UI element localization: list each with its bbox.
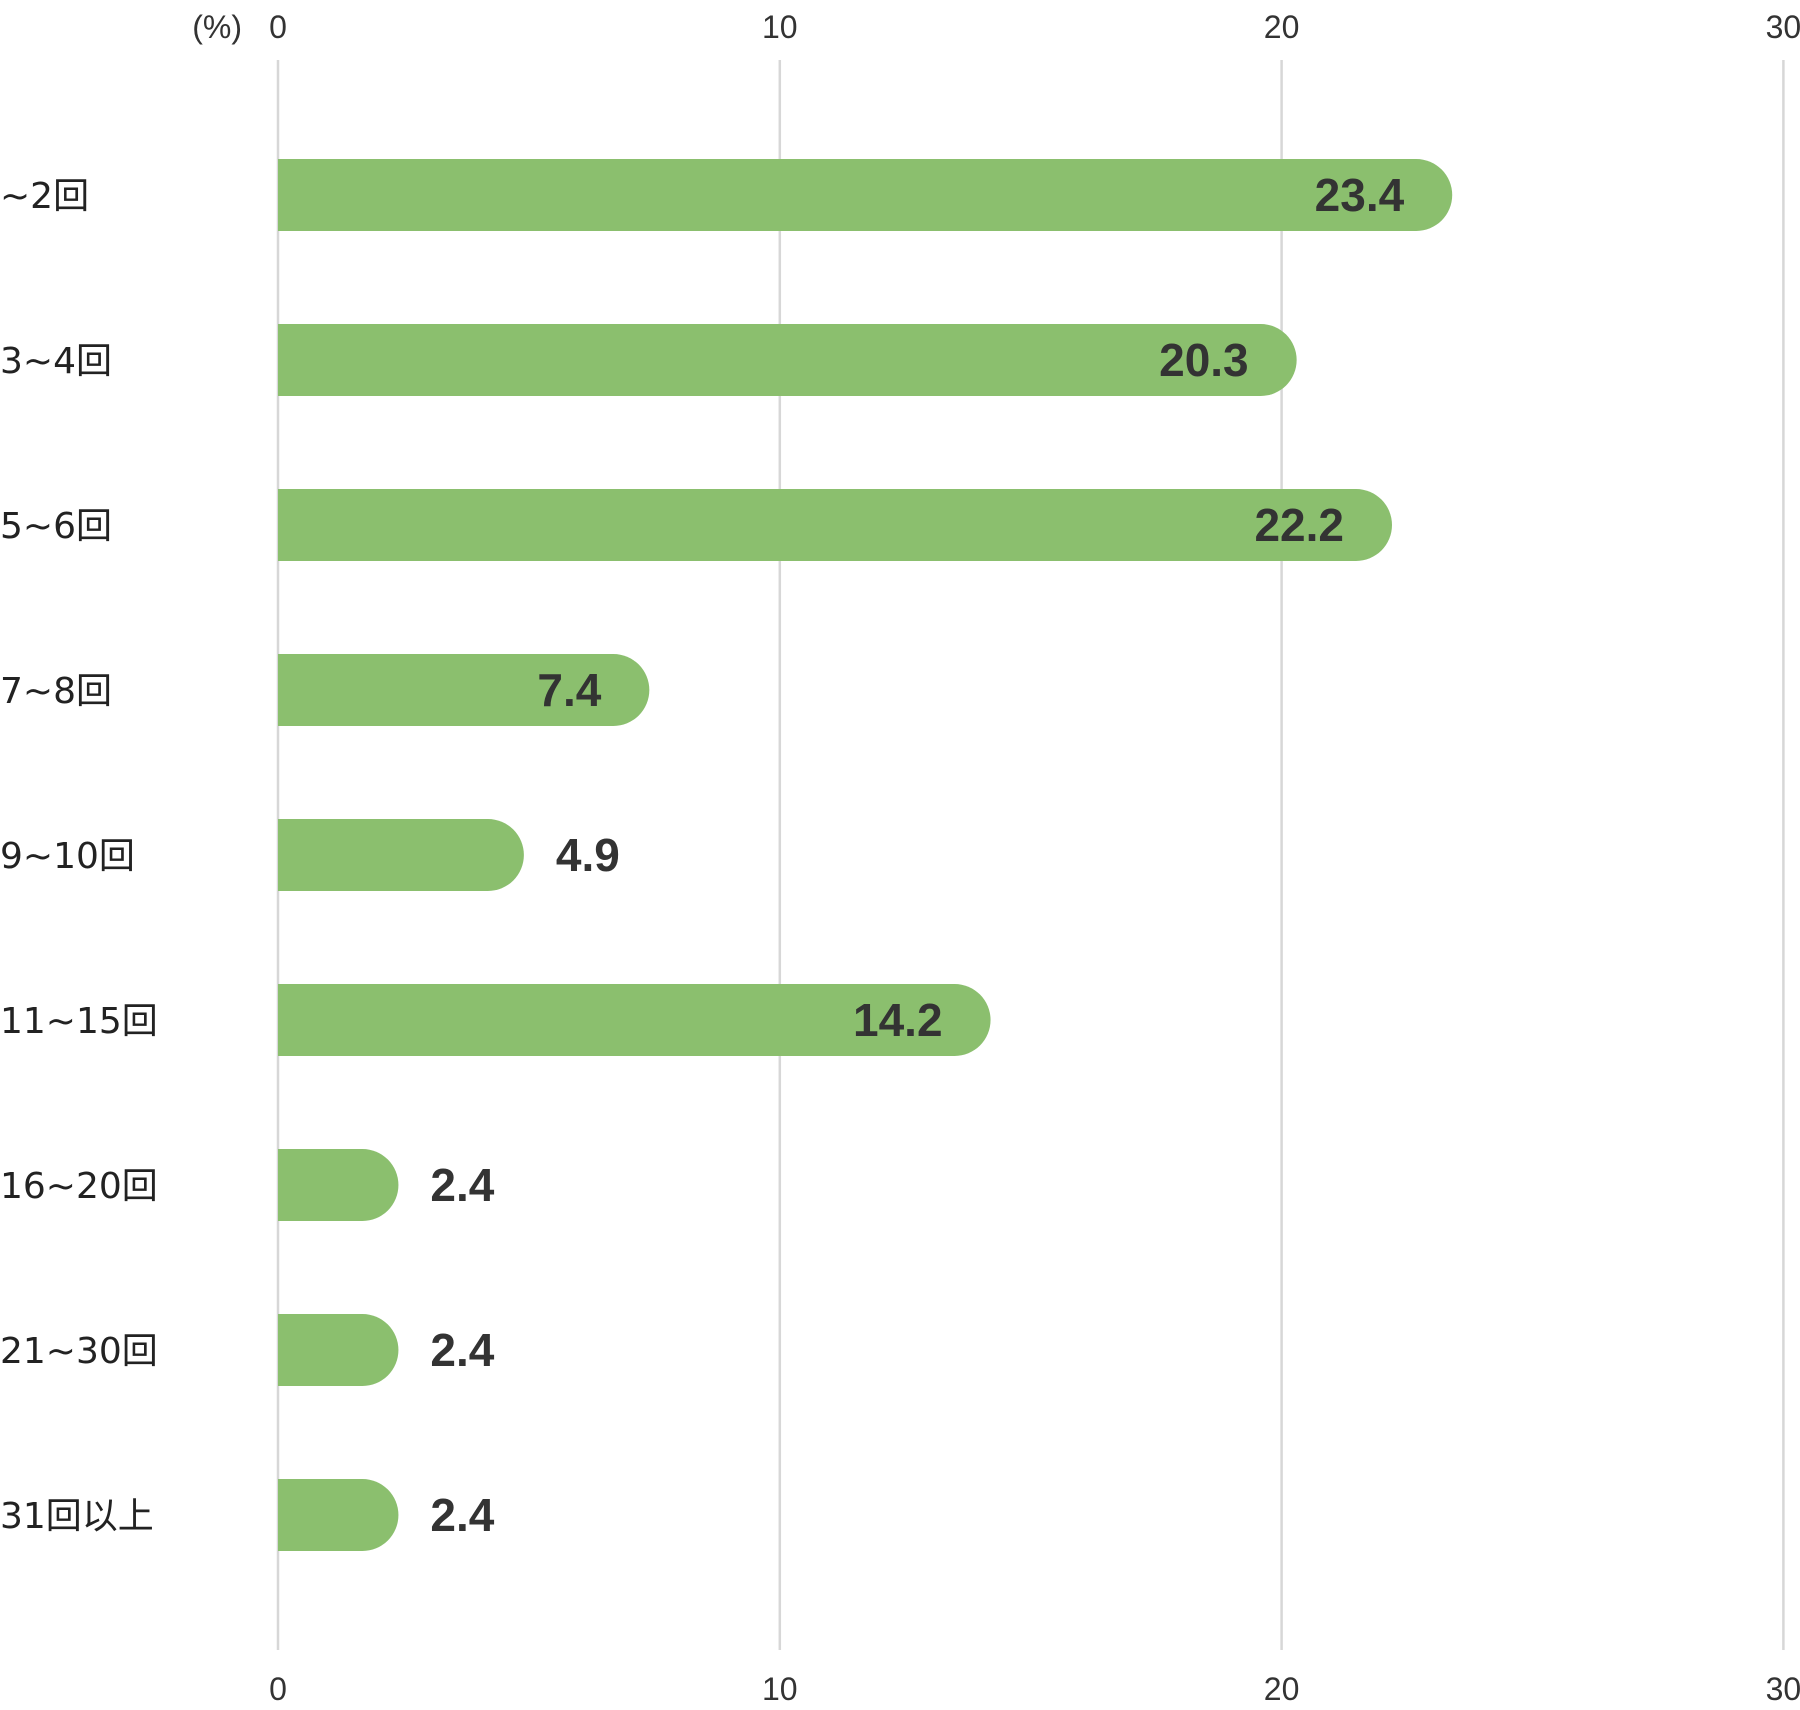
bottom-tick-label: 20 [1264, 1671, 1300, 1707]
unit-label: (%) [192, 9, 242, 45]
category-label: 5~6回 [0, 506, 112, 547]
top-tick-label: 20 [1264, 9, 1300, 45]
bottom-tick-label: 10 [762, 1671, 798, 1707]
bar [278, 1479, 399, 1551]
bar [278, 159, 1453, 231]
bar [278, 1149, 399, 1221]
bar [278, 984, 991, 1056]
category-label: 21~30回 [0, 1331, 158, 1372]
category-label: 11~15回 [0, 1001, 158, 1042]
bar [278, 489, 1392, 561]
category-label: 9~10回 [0, 836, 135, 877]
bars: ~2回 23.4 3~4回 20.3 5~6回 22.2 7~8回 7.4 9~10回 4.9 11… [0, 159, 1453, 1551]
data-label: 2.4 [430, 1489, 494, 1541]
data-label: 7.4 [537, 664, 601, 716]
category-label: 3~4回 [0, 341, 112, 382]
bar [278, 654, 650, 726]
category-label: 7~8回 [0, 671, 112, 712]
top-tick-label: 0 [269, 9, 287, 45]
category-label: ~2回 [0, 176, 89, 217]
bottom-axis-ticks: 0 10 20 30 [269, 1671, 1800, 1707]
data-label: 2.4 [430, 1324, 494, 1376]
data-label: 4.9 [556, 829, 620, 881]
bar [278, 324, 1297, 396]
top-tick-label: 30 [1766, 9, 1800, 45]
data-label: 20.3 [1159, 334, 1249, 386]
category-label: 31回以上 [0, 1496, 154, 1537]
category-label: 16~20回 [0, 1166, 158, 1207]
bottom-tick-label: 0 [269, 1671, 287, 1707]
top-tick-label: 10 [762, 9, 798, 45]
data-label: 23.4 [1315, 169, 1405, 221]
bar [278, 819, 524, 891]
bar [278, 1314, 399, 1386]
bottom-tick-label: 30 [1766, 1671, 1800, 1707]
top-axis-ticks: 0 10 20 30 [269, 9, 1800, 45]
data-label: 14.2 [853, 994, 943, 1046]
data-label: 22.2 [1254, 499, 1344, 551]
data-label: 2.4 [430, 1159, 494, 1211]
